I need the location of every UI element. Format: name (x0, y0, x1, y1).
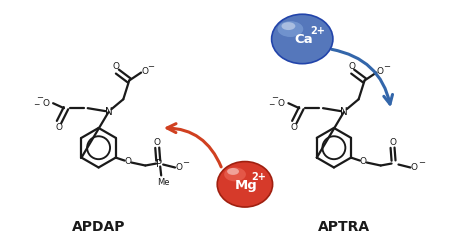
Text: O: O (411, 163, 418, 172)
Text: −: − (383, 62, 390, 71)
Text: APDAP: APDAP (72, 220, 125, 234)
Text: Mg: Mg (235, 179, 257, 192)
Text: O: O (291, 123, 298, 132)
Text: O: O (43, 99, 50, 108)
Text: O: O (348, 62, 355, 71)
Text: O: O (389, 138, 396, 147)
Text: Me: Me (157, 178, 170, 187)
Text: O: O (142, 67, 149, 76)
Text: −: − (33, 100, 39, 109)
Text: P: P (156, 158, 162, 169)
Text: O: O (360, 157, 366, 166)
Text: 2+: 2+ (311, 26, 325, 36)
Text: −: − (268, 100, 275, 109)
Text: APTRA: APTRA (318, 220, 370, 234)
Ellipse shape (227, 168, 239, 175)
Ellipse shape (217, 162, 273, 207)
Text: N: N (104, 107, 113, 117)
Text: −: − (36, 93, 43, 102)
Text: −: − (182, 158, 190, 167)
FancyArrowPatch shape (332, 49, 392, 104)
Text: O: O (278, 99, 285, 108)
Text: O: O (377, 67, 384, 76)
Text: −: − (418, 158, 425, 167)
Ellipse shape (282, 22, 295, 30)
Text: O: O (154, 138, 161, 147)
Text: −: − (271, 93, 278, 102)
Text: N: N (340, 107, 348, 117)
Text: O: O (175, 163, 182, 172)
Ellipse shape (272, 14, 333, 64)
Ellipse shape (277, 21, 303, 37)
FancyArrowPatch shape (167, 124, 221, 167)
Text: O: O (113, 62, 120, 71)
Text: Ca: Ca (294, 33, 313, 46)
Text: −: − (148, 62, 154, 71)
Text: O: O (124, 157, 131, 166)
Text: O: O (56, 123, 63, 132)
Ellipse shape (224, 168, 246, 181)
Text: 2+: 2+ (251, 172, 266, 182)
